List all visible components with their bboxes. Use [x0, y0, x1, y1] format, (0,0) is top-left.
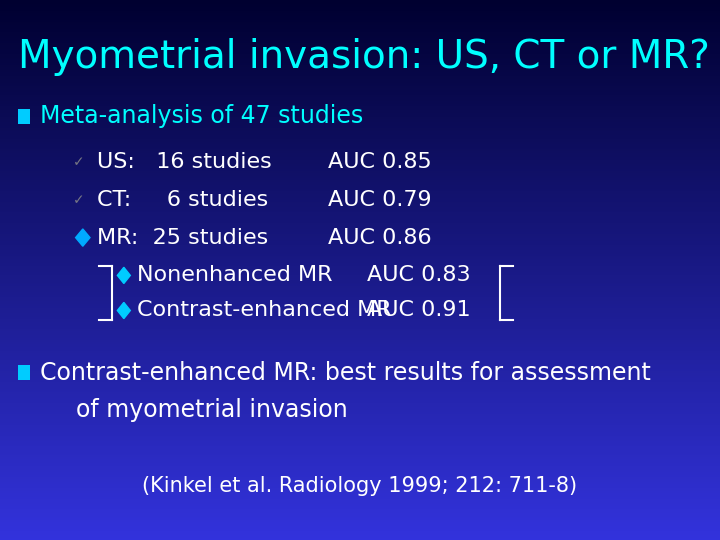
Text: (Kinkel et al. Radiology 1999; 212: 711-8): (Kinkel et al. Radiology 1999; 212: 711-…	[143, 476, 577, 496]
Text: AUC 0.79: AUC 0.79	[328, 190, 431, 210]
Text: Meta-analysis of 47 studies: Meta-analysis of 47 studies	[40, 104, 363, 128]
Bar	[18, 365, 30, 380]
Bar	[18, 109, 30, 124]
Text: MR:  25 studies: MR: 25 studies	[97, 227, 269, 248]
Text: US:   16 studies: US: 16 studies	[97, 152, 272, 172]
Polygon shape	[76, 229, 90, 246]
Text: Nonenhanced MR: Nonenhanced MR	[137, 265, 333, 286]
Text: AUC 0.86: AUC 0.86	[328, 227, 431, 248]
Text: CT:     6 studies: CT: 6 studies	[97, 190, 269, 210]
Text: Contrast-enhanced MR: best results for assessment: Contrast-enhanced MR: best results for a…	[40, 361, 650, 384]
Text: ✓: ✓	[73, 155, 85, 169]
Polygon shape	[117, 267, 130, 284]
Text: of myometrial invasion: of myometrial invasion	[76, 399, 347, 422]
Polygon shape	[117, 302, 130, 319]
Text: AUC 0.85: AUC 0.85	[328, 152, 431, 172]
Text: ✓: ✓	[73, 193, 85, 207]
Text: Myometrial invasion: US, CT or MR?: Myometrial invasion: US, CT or MR?	[18, 38, 710, 76]
Text: AUC 0.91: AUC 0.91	[367, 300, 471, 321]
Text: Contrast-enhanced MR: Contrast-enhanced MR	[137, 300, 392, 321]
Text: AUC 0.83: AUC 0.83	[367, 265, 471, 286]
